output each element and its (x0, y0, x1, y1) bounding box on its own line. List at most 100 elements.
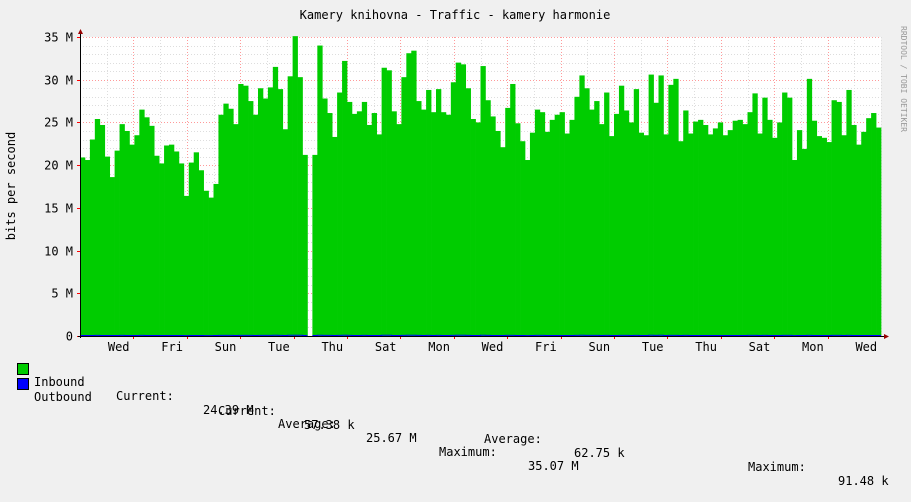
y-tick-label: 25 M (44, 116, 73, 130)
inbound-bar (273, 67, 278, 336)
inbound-bar (738, 120, 743, 336)
inbound-bar (688, 134, 693, 336)
inbound-bar (451, 82, 456, 336)
inbound-bar (570, 120, 575, 336)
outbound-legend-row: Outbound Current: 57.38 k Average: 62.75… (18, 376, 47, 390)
inbound-bar (644, 135, 649, 336)
inbound-bar (154, 156, 159, 336)
inbound-bar (377, 134, 382, 336)
x-tick-label: Thu (695, 340, 717, 354)
inbound-bar (149, 126, 154, 336)
inbound-bar (129, 145, 134, 336)
inbound-bar (327, 113, 332, 336)
outbound-current-value: 57.38 k (304, 418, 355, 432)
inbound-bar (436, 89, 441, 336)
outbound-legend-label: Outbound (34, 390, 92, 404)
inbound-bar (782, 93, 787, 336)
inbound-bar (743, 124, 748, 336)
y-tick-label: 20 M (44, 159, 73, 173)
inbound-bar (303, 155, 308, 336)
inbound-bar (214, 184, 219, 336)
inbound-maximum-value: 35.07 M (528, 459, 579, 473)
inbound-bar (312, 155, 317, 336)
inbound-bar (673, 79, 678, 336)
inbound-current-label: Current: (116, 389, 174, 403)
inbound-bar (85, 160, 90, 336)
inbound-bar (456, 63, 461, 336)
inbound-bar (584, 88, 589, 336)
inbound-bar (540, 112, 545, 336)
inbound-bar (851, 125, 856, 336)
inbound-bar (579, 75, 584, 336)
x-tick-label: Tue (268, 340, 290, 354)
inbound-bar (110, 177, 115, 336)
inbound-bar (283, 129, 288, 336)
inbound-bar (837, 102, 842, 336)
inbound-bar (332, 137, 337, 336)
inbound-bar (565, 134, 570, 336)
inbound-bar (723, 135, 728, 336)
inbound-bar (481, 66, 486, 336)
inbound-bar (476, 122, 481, 336)
inbound-bar (713, 128, 718, 336)
inbound-bar (204, 191, 209, 336)
inbound-bar (495, 131, 500, 336)
inbound-bar (105, 157, 110, 336)
x-tick-label: Sun (588, 340, 610, 354)
inbound-bar (372, 113, 377, 336)
y-tick-label: 5 M (51, 287, 73, 301)
inbound-bar (609, 136, 614, 336)
inbound-bar (594, 101, 599, 336)
x-tick-label: Tue (642, 340, 664, 354)
inbound-bar (649, 75, 654, 336)
x-tick-label: Wed (108, 340, 130, 354)
inbound-bar (589, 110, 594, 336)
inbound-bar (624, 110, 629, 336)
y-tick-label: 0 (66, 330, 73, 344)
inbound-bar (525, 160, 530, 336)
outbound-maximum-value: 91.48 k (838, 474, 889, 488)
x-tick-label: Thu (321, 340, 343, 354)
inbound-bar (530, 133, 535, 336)
inbound-bar (772, 138, 777, 336)
inbound-bar (382, 68, 387, 336)
inbound-bar (787, 98, 792, 336)
inbound-bar (822, 138, 827, 336)
inbound-bar (401, 77, 406, 336)
inbound-bar (421, 110, 426, 336)
inbound-bar (248, 101, 253, 336)
inbound-bar (510, 84, 515, 336)
inbound-bar (792, 160, 797, 336)
inbound-bar (708, 134, 713, 336)
inbound-bar (396, 124, 401, 336)
inbound-bar (812, 121, 817, 336)
inbound-bar (194, 152, 199, 336)
inbound-bar (189, 163, 194, 336)
inbound-bar (861, 132, 866, 336)
rrdtool-watermark: RRDTOOL / TOBI OETIKER (899, 26, 908, 132)
inbound-bar (490, 116, 495, 336)
inbound-bar (545, 132, 550, 336)
inbound-bar (515, 123, 520, 336)
inbound-bar (856, 145, 861, 336)
inbound-bar (668, 85, 673, 336)
x-tick-label: Mon (802, 340, 824, 354)
inbound-bar (767, 120, 772, 336)
y-axis-label: bits per second (4, 132, 18, 240)
inbound-bar (520, 141, 525, 336)
inbound-bar (392, 111, 397, 336)
inbound-bar (500, 147, 505, 336)
inbound-bar (298, 77, 303, 336)
inbound-bar (560, 112, 565, 336)
chart-title: Kamery knihovna - Traffic - kamery harmo… (300, 8, 611, 22)
x-tick-label: Wed (855, 340, 877, 354)
inbound-bar (125, 131, 130, 336)
inbound-bar (866, 118, 871, 336)
inbound-bar (683, 110, 688, 336)
y-tick-label: 35 M (44, 31, 73, 45)
outbound-maximum-label: Maximum: (748, 460, 806, 474)
inbound-bar (505, 108, 510, 336)
inbound-bar (827, 142, 832, 336)
